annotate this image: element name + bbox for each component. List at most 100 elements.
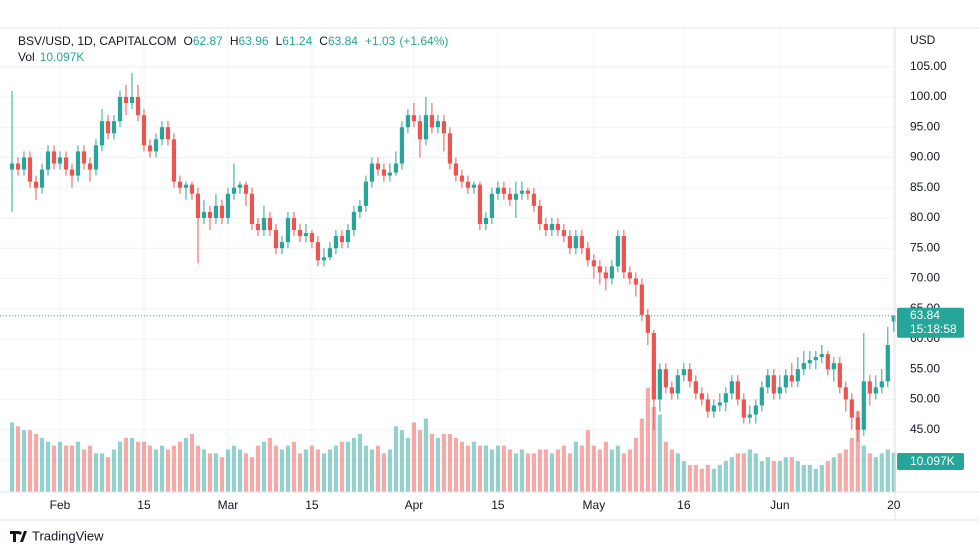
volume-bar bbox=[831, 457, 836, 492]
candle-body bbox=[591, 260, 596, 267]
candle-body bbox=[423, 115, 429, 140]
volume-bar bbox=[861, 445, 866, 492]
candle-body bbox=[537, 205, 542, 225]
x-tick-label: 20 bbox=[887, 498, 901, 512]
candle-body bbox=[693, 381, 698, 394]
volume-bar bbox=[549, 453, 554, 492]
volume-bar bbox=[195, 445, 201, 492]
volume-bar bbox=[489, 449, 494, 492]
candle-body bbox=[231, 187, 237, 194]
candle-body bbox=[519, 190, 524, 194]
volume-bar bbox=[405, 437, 411, 492]
volume-bar bbox=[735, 453, 740, 492]
volume-bar bbox=[801, 464, 806, 492]
candle-body bbox=[267, 217, 273, 231]
candle-body bbox=[801, 363, 806, 370]
volume-bar bbox=[153, 449, 159, 492]
volume-bar bbox=[423, 418, 429, 492]
tradingview-logo: TradingView bbox=[10, 528, 104, 543]
volume-bar bbox=[843, 449, 848, 492]
volume-bar bbox=[501, 445, 506, 492]
candle-body bbox=[639, 284, 644, 315]
volume-bar bbox=[873, 457, 878, 492]
volume-bar bbox=[657, 414, 662, 492]
y-tick-label: 55.00 bbox=[910, 361, 940, 375]
candle-body bbox=[399, 127, 405, 164]
volume-bar bbox=[807, 464, 812, 492]
volume-bar bbox=[729, 457, 734, 492]
candle-body bbox=[117, 96, 123, 122]
candle-body bbox=[141, 115, 147, 146]
candle-body bbox=[885, 344, 890, 382]
y-tick-label: 100.00 bbox=[910, 89, 947, 103]
candle-body bbox=[375, 163, 381, 170]
volume-bar bbox=[207, 453, 213, 492]
volume-tag bbox=[897, 452, 964, 470]
candle-body bbox=[687, 369, 692, 382]
candle-body bbox=[303, 233, 309, 237]
candle-body bbox=[255, 224, 261, 231]
volume-bar bbox=[417, 430, 423, 492]
x-tick-label: Feb bbox=[50, 498, 71, 512]
candle-body bbox=[195, 193, 201, 218]
candle-body bbox=[321, 257, 327, 261]
candle-body bbox=[849, 399, 854, 418]
volume-bar bbox=[57, 441, 63, 492]
candle-body bbox=[489, 193, 494, 218]
volume-bar bbox=[321, 453, 327, 492]
volume-bar bbox=[387, 449, 393, 492]
volume-bar bbox=[669, 449, 674, 492]
volume-bar bbox=[825, 461, 830, 492]
volume-bar bbox=[291, 441, 297, 492]
volume-bar bbox=[447, 434, 452, 492]
candle-body bbox=[483, 217, 488, 225]
volume-bar bbox=[165, 449, 171, 492]
volume-bar bbox=[777, 461, 782, 492]
symbol: BSV/USD, 1D, CAPITALCOM bbox=[18, 34, 176, 48]
volume-bar bbox=[333, 445, 339, 492]
brand: TradingView bbox=[32, 528, 104, 543]
candle-body bbox=[495, 187, 500, 194]
legend-volume: Vol 10.097K bbox=[18, 50, 84, 64]
volume-bar bbox=[453, 437, 458, 492]
x-tick-label: Mar bbox=[218, 498, 239, 512]
candle-body bbox=[477, 184, 482, 225]
volume-bar bbox=[627, 449, 632, 492]
volume-bar bbox=[621, 453, 626, 492]
volume-bar bbox=[75, 441, 81, 492]
candle-body bbox=[135, 96, 141, 116]
candle-body bbox=[99, 121, 105, 146]
y-tick-label: 75.00 bbox=[910, 240, 940, 254]
volume-bar bbox=[231, 445, 237, 492]
candle-body bbox=[429, 115, 435, 128]
candle-body bbox=[825, 354, 830, 370]
candle-body bbox=[261, 217, 267, 231]
candle-body bbox=[339, 236, 345, 243]
volume-bar bbox=[603, 441, 608, 492]
candle-body bbox=[327, 248, 333, 258]
volume-bar bbox=[609, 449, 614, 492]
volume-bar bbox=[111, 449, 117, 492]
volume-bar bbox=[369, 449, 375, 492]
candle-body bbox=[159, 127, 165, 140]
volume-bar bbox=[21, 430, 27, 492]
volume-bar bbox=[819, 464, 824, 492]
volume-bar bbox=[591, 445, 596, 492]
candle-body bbox=[873, 387, 878, 394]
volume-bar bbox=[495, 445, 500, 492]
candle-body bbox=[543, 224, 548, 231]
candle-body bbox=[555, 224, 560, 231]
candle-body bbox=[795, 369, 800, 382]
candle-body bbox=[789, 375, 794, 382]
change-pct: (+1.64%) bbox=[399, 34, 448, 48]
candle-body bbox=[633, 278, 638, 285]
currency: USD bbox=[910, 33, 936, 47]
volume-bar bbox=[711, 468, 716, 492]
candle-body bbox=[93, 145, 99, 170]
candle-body bbox=[807, 360, 812, 364]
volume-bar bbox=[81, 449, 87, 492]
volume-bar bbox=[681, 461, 686, 492]
x-tick-label: Jun bbox=[770, 498, 789, 512]
volume-bar bbox=[639, 418, 644, 492]
